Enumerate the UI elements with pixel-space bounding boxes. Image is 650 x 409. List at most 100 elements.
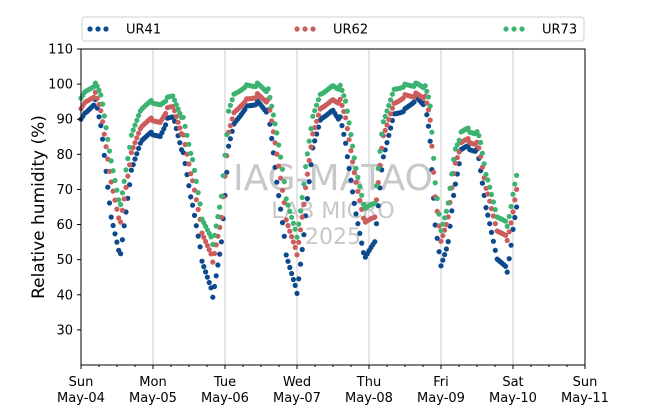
point-ur41 xyxy=(373,221,380,227)
point-ur73 xyxy=(108,158,114,164)
point-ur62 xyxy=(429,143,435,149)
point-ur73 xyxy=(514,172,520,178)
point-ur73 xyxy=(211,232,218,238)
point-ur73 xyxy=(292,226,298,232)
point-ur73 xyxy=(217,204,223,210)
point-ur41 xyxy=(106,200,113,206)
point-ur41 xyxy=(425,123,432,129)
point-ur41 xyxy=(119,237,125,243)
point-ur73 xyxy=(425,94,432,100)
point-ur73 xyxy=(299,194,305,201)
point-ur73 xyxy=(195,190,201,196)
point-ur73 xyxy=(304,151,310,157)
point-ur73 xyxy=(105,136,111,142)
point-ur62 xyxy=(116,215,122,221)
point-ur41 xyxy=(98,123,104,129)
point-ur41 xyxy=(218,239,224,245)
point-ur73 xyxy=(353,165,359,171)
point-ur41 xyxy=(504,269,510,275)
x-tick-date: May-08 xyxy=(345,391,393,406)
point-ur41 xyxy=(312,138,318,144)
point-ur41 xyxy=(442,252,448,258)
point-ur41 xyxy=(487,221,493,227)
point-ur41 xyxy=(483,205,489,211)
point-ur62 xyxy=(431,169,437,175)
point-ur62 xyxy=(180,132,186,138)
point-ur41 xyxy=(357,230,363,236)
point-ur62 xyxy=(195,206,201,213)
point-ur41 xyxy=(213,273,219,279)
point-ur73 xyxy=(215,214,221,220)
point-ur62 xyxy=(114,206,120,212)
point-ur41 xyxy=(350,189,356,195)
point-ur62 xyxy=(285,223,291,229)
point-ur62 xyxy=(278,175,284,181)
point-ur73 xyxy=(276,142,282,148)
point-ur73 xyxy=(296,221,302,227)
legend-marker xyxy=(310,26,316,32)
point-ur62 xyxy=(337,96,343,102)
point-ur62 xyxy=(204,243,210,249)
point-ur62 xyxy=(203,238,209,245)
point-ur73 xyxy=(177,110,183,116)
point-ur73 xyxy=(314,102,320,108)
point-ur41 xyxy=(292,282,298,288)
point-ur73 xyxy=(193,178,199,184)
point-ur73 xyxy=(222,152,228,158)
legend-item-ur62: UR62 xyxy=(294,23,368,38)
point-ur41 xyxy=(485,212,491,218)
point-ur41 xyxy=(118,251,124,257)
point-ur41 xyxy=(195,233,201,239)
point-ur73 xyxy=(357,183,363,189)
point-ur41 xyxy=(492,247,498,253)
point-ur73 xyxy=(110,168,116,174)
point-ur62 xyxy=(103,144,109,150)
point-ur41 xyxy=(339,123,345,129)
point-ur73 xyxy=(297,208,304,214)
point-ur73 xyxy=(506,213,512,220)
point-ur41 xyxy=(100,136,106,142)
point-ur73 xyxy=(190,157,196,163)
y-tick-label: 80 xyxy=(56,148,73,163)
point-ur62 xyxy=(492,221,498,227)
point-ur62 xyxy=(504,237,510,244)
point-ur73 xyxy=(382,113,388,119)
point-ur73 xyxy=(344,108,350,114)
point-ur41 xyxy=(388,125,394,131)
point-ur62 xyxy=(294,252,300,258)
point-ur41 xyxy=(279,220,286,226)
point-ur73 xyxy=(294,234,300,240)
x-tick-date: May-07 xyxy=(273,391,321,406)
point-ur73 xyxy=(355,174,361,180)
point-ur73 xyxy=(431,155,437,161)
point-ur73 xyxy=(103,125,109,131)
y-tick-label: 30 xyxy=(56,323,73,338)
point-ur73 xyxy=(310,113,316,119)
point-ur41 xyxy=(434,235,440,241)
point-ur73 xyxy=(175,106,181,112)
point-ur73 xyxy=(172,97,178,103)
point-ur41 xyxy=(206,279,212,286)
y-axis-title: Relative humidity (%) xyxy=(29,115,49,299)
point-ur73 xyxy=(389,91,395,97)
point-ur62 xyxy=(343,115,349,121)
point-ur41 xyxy=(372,239,378,245)
point-ur41 xyxy=(191,212,198,218)
legend-label: UR62 xyxy=(333,23,368,38)
point-ur73 xyxy=(483,171,489,177)
point-ur73 xyxy=(269,103,275,109)
point-ur73 xyxy=(442,215,448,221)
point-ur41 xyxy=(299,246,305,253)
point-ur73 xyxy=(427,103,433,109)
point-ur73 xyxy=(380,119,386,125)
point-ur73 xyxy=(360,201,367,207)
point-ur73 xyxy=(510,191,516,197)
point-ur41 xyxy=(91,102,97,108)
point-ur41 xyxy=(215,262,221,268)
point-ur73 xyxy=(101,113,107,119)
point-ur73 xyxy=(98,92,104,98)
point-ur73 xyxy=(508,203,514,210)
point-ur62 xyxy=(310,131,316,137)
point-ur73 xyxy=(348,132,354,138)
